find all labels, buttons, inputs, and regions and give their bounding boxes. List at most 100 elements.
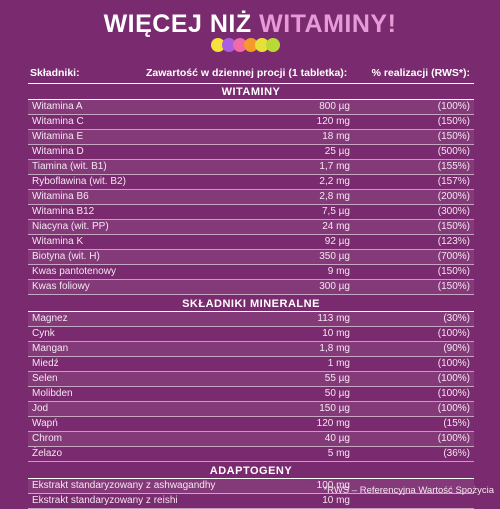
cell-amount: 800 µg bbox=[319, 101, 350, 112]
cell-name: Ekstrakt standaryzowany z reishi bbox=[32, 495, 178, 506]
cell-name: Witamina D bbox=[32, 146, 84, 157]
cell-amount: 10 mg bbox=[322, 495, 350, 506]
cell-amount: 50 µg bbox=[324, 388, 350, 399]
table-row: Jod 150 µg (100%) bbox=[28, 402, 474, 417]
cell-amount: 92 µg bbox=[324, 236, 350, 247]
table-row: Tiamina (wit. B1) 1,7 mg (155%) bbox=[28, 160, 474, 175]
table-row: Żelazo 5 mg (36%) bbox=[28, 447, 474, 462]
section-vitamins: WITAMINY bbox=[28, 85, 474, 100]
cell-rws: (150%) bbox=[437, 131, 470, 142]
cell-rws: (100%) bbox=[437, 403, 470, 414]
cell-rws: (150%) bbox=[437, 281, 470, 292]
cell-amount: 24 mg bbox=[322, 221, 350, 232]
cell-rws: (123%) bbox=[437, 236, 470, 247]
cell-name: Niacyna (wit. PP) bbox=[32, 221, 109, 232]
table-row: Witamina B6 2,8 mg (200%) bbox=[28, 190, 474, 205]
cell-amount: 120 mg bbox=[316, 418, 350, 429]
cell-name: Wapń bbox=[32, 418, 58, 429]
cell-rws: (36%) bbox=[443, 448, 470, 459]
cell-amount: 9 mg bbox=[327, 266, 350, 277]
cell-rws: (100%) bbox=[437, 101, 470, 112]
table-row: Cynk 10 mg (100%) bbox=[28, 327, 474, 342]
cell-amount: 7,5 µg bbox=[321, 206, 350, 217]
cell-amount: 300 µg bbox=[319, 281, 350, 292]
cell-amount: 25 µg bbox=[324, 146, 350, 157]
cell-amount: 5 mg bbox=[327, 448, 350, 459]
table-row: Magnez 113 mg (30%) bbox=[28, 312, 474, 327]
cell-name: Żelazo bbox=[32, 448, 63, 459]
cell-rws: (150%) bbox=[437, 266, 470, 277]
table-row: Witamina D 25 µg (500%) bbox=[28, 145, 474, 160]
cell-name: Magnez bbox=[32, 313, 68, 324]
table-row: Chrom 40 µg (100%) bbox=[28, 432, 474, 447]
dot-5 bbox=[266, 38, 280, 52]
cell-name: Ekstrakt standaryzowany z ashwagandhy bbox=[32, 480, 216, 491]
cell-amount: 2,8 mg bbox=[319, 191, 350, 202]
cell-rws: (30%) bbox=[443, 313, 470, 324]
section-adaptogens: ADAPTOGENY bbox=[28, 464, 474, 479]
dot-2 bbox=[233, 38, 247, 52]
cell-name: Biotyna (wit. H) bbox=[32, 251, 100, 262]
cell-name: Jod bbox=[32, 403, 49, 414]
table-row: Ekstrakt standaryzowany z reishi 10 mg bbox=[28, 494, 474, 509]
cell-amount: 350 µg bbox=[319, 251, 350, 262]
table-row: Wapń 120 mg (15%) bbox=[28, 417, 474, 432]
cell-name: Miedź bbox=[32, 358, 59, 369]
dot-1 bbox=[222, 38, 236, 52]
cell-rws: (150%) bbox=[437, 221, 470, 232]
cell-rws: (200%) bbox=[437, 191, 470, 202]
cell-amount: 40 µg bbox=[324, 433, 350, 444]
cell-name: Selen bbox=[32, 373, 58, 384]
cell-rws: (155%) bbox=[437, 161, 470, 172]
cell-amount: 100 mg bbox=[316, 480, 350, 491]
table-row: Kwas pantotenowy 9 mg (150%) bbox=[28, 265, 474, 280]
cell-name: Tiamina (wit. B1) bbox=[32, 161, 107, 172]
cell-name: Witamina K bbox=[32, 236, 84, 247]
cell-name: Mangan bbox=[32, 343, 69, 354]
cell-amount: 18 mg bbox=[322, 131, 350, 142]
cell-rws: (100%) bbox=[437, 433, 470, 444]
table-row: Witamina B12 7,5 µg (300%) bbox=[28, 205, 474, 220]
cell-rws: (15%) bbox=[443, 418, 470, 429]
cell-name: Witamina A bbox=[32, 101, 83, 112]
table-row: Biotyna (wit. H) 350 µg (700%) bbox=[28, 250, 474, 265]
footnote: *RWS – Referencyjna Wartość Spożycia bbox=[323, 485, 494, 496]
cell-name: Ryboflawina (wit. B2) bbox=[32, 176, 126, 187]
section-minerals: SKŁADNIKI MINERALNE bbox=[28, 297, 474, 312]
decorative-dots bbox=[211, 38, 280, 52]
table-row: Niacyna (wit. PP) 24 mg (150%) bbox=[28, 220, 474, 235]
cell-name: Witamina B12 bbox=[32, 206, 95, 217]
cell-rws: (100%) bbox=[437, 373, 470, 384]
table-header: Składniki: Zawartość w dziennej procji (… bbox=[28, 63, 474, 84]
table-row: Ryboflawina (wit. B2) 2,2 mg (157%) bbox=[28, 175, 474, 190]
table-row: Selen 55 µg (100%) bbox=[28, 372, 474, 387]
cell-amount: 2,2 mg bbox=[319, 176, 350, 187]
cell-rws: (300%) bbox=[437, 206, 470, 217]
table-row: Witamina A 800 µg (100%) bbox=[28, 100, 474, 115]
table-row: Kwas foliowy 300 µg (150%) bbox=[28, 280, 474, 295]
cell-amount: 10 mg bbox=[322, 328, 350, 339]
title-main: WIĘCEJ NIŻ bbox=[103, 10, 252, 38]
cell-rws: (100%) bbox=[437, 328, 470, 339]
cell-amount: 150 µg bbox=[319, 403, 350, 414]
cell-rws: (150%) bbox=[437, 116, 470, 127]
header-amount: Zawartość w dziennej procji (1 tabletka)… bbox=[146, 67, 348, 79]
table-row: Witamina K 92 µg (123%) bbox=[28, 235, 474, 250]
table-row: Molibden 50 µg (100%) bbox=[28, 387, 474, 402]
cell-name: Cynk bbox=[32, 328, 55, 339]
table-row: Mangan 1,8 mg (90%) bbox=[28, 342, 474, 357]
cell-rws: (500%) bbox=[437, 146, 470, 157]
cell-amount: 113 mg bbox=[317, 313, 350, 324]
cell-name: Witamina E bbox=[32, 131, 84, 142]
cell-rws: (90%) bbox=[443, 343, 470, 354]
table-row: Miedź 1 mg (100%) bbox=[28, 357, 474, 372]
cell-amount: 55 µg bbox=[324, 373, 350, 384]
page-title: WIĘCEJ NIŻ WITAMINY! bbox=[0, 10, 500, 39]
cell-rws: (100%) bbox=[437, 388, 470, 399]
cell-amount: 1 mg bbox=[327, 358, 350, 369]
header-rws: % realizacji (RWS*): bbox=[371, 67, 470, 79]
cell-name: Kwas foliowy bbox=[32, 281, 90, 292]
table-row: Witamina C 120 mg (150%) bbox=[28, 115, 474, 130]
cell-rws: (157%) bbox=[437, 176, 470, 187]
cell-name: Kwas pantotenowy bbox=[32, 266, 116, 277]
